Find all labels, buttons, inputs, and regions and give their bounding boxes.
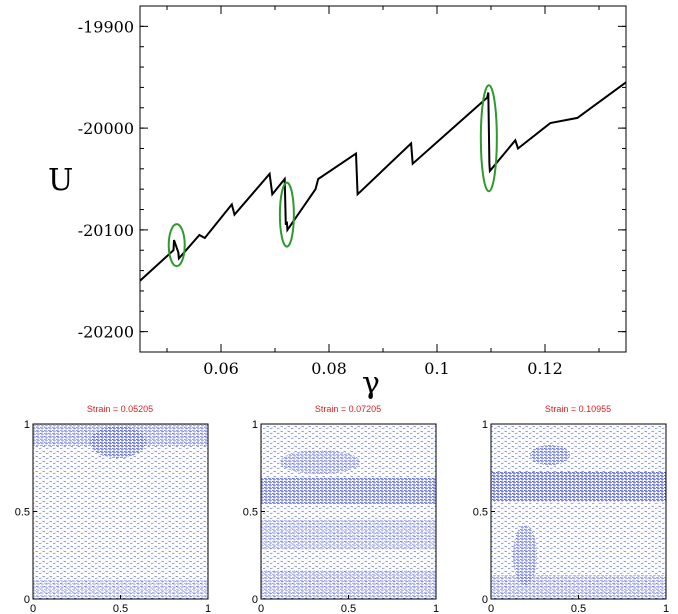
- snapshot-y-tick-label: 1: [252, 419, 258, 431]
- snapshot-x-tick-label: 1: [433, 603, 439, 614]
- axis-ticks: [140, 6, 626, 352]
- snapshot-title: Strain = 0.07205: [315, 404, 381, 414]
- x-tick-label: 0.12: [527, 359, 563, 378]
- snapshot-x-tick-label: 0.5: [113, 603, 128, 614]
- y-axis-title: U: [48, 163, 73, 198]
- snapshot-dense-band: [261, 478, 436, 504]
- series-line-energy: [140, 82, 626, 280]
- snapshot-dense-region: [280, 450, 360, 474]
- snapshot-y-tick-label: 0: [24, 594, 30, 606]
- x-tick-label: 0.08: [311, 359, 347, 378]
- snapshot-y-tick-label: 0.5: [473, 507, 488, 519]
- snapshot-dense-region: [530, 445, 570, 465]
- x-tick-label: 0.1: [424, 359, 449, 378]
- snapshot-dense-band: [261, 570, 436, 598]
- snapshot-panel-3: Strain = 0.10955: [491, 404, 666, 599]
- snapshot-panel-1: Strain = 0.05205: [33, 404, 208, 599]
- snapshot-y-tick-label: 0.5: [15, 507, 30, 519]
- x-tick-label: 0.06: [203, 359, 239, 378]
- x-axis-title: γ: [362, 366, 380, 401]
- snapshot-x-tick-label: 1: [205, 603, 211, 614]
- snapshot-title: Strain = 0.05205: [87, 404, 153, 414]
- snapshot-x-tick-label: 1: [663, 603, 669, 614]
- y-tick-label: -20200: [78, 323, 134, 342]
- snapshot-dense-region: [90, 426, 146, 458]
- snapshot-dense-band: [491, 575, 666, 598]
- axis-tick-labels: 0.06 0.08 0.1 0.12 -19900 -20000 -20100 -20200: [78, 17, 563, 378]
- snapshot-y-tick-label: 0: [482, 594, 488, 606]
- snapshot-dense-band: [491, 472, 666, 502]
- y-tick-label: -20000: [78, 119, 134, 138]
- highlight-ellipse: [280, 183, 294, 247]
- snapshot-x-tick-label: 0: [258, 603, 264, 614]
- snapshot-x-tick-label: 0: [488, 603, 494, 614]
- snapshot-y-tick-label: 1: [482, 419, 488, 431]
- highlight-ellipses: [169, 85, 497, 266]
- snapshot-panel-2: Strain = 0.07205: [261, 404, 436, 599]
- snapshot-x-tick-label: 0: [30, 603, 36, 614]
- snapshot-y-tick-label: 1: [24, 419, 30, 431]
- y-tick-label: -20100: [78, 221, 134, 240]
- snapshot-y-tick-label: 0.5: [243, 507, 258, 519]
- plot-frame: [140, 6, 626, 352]
- snapshot-dense-band: [261, 520, 436, 550]
- snapshot-x-tick-label: 0.5: [341, 603, 356, 614]
- y-tick-label: -19900: [78, 17, 134, 36]
- snapshot-title: Strain = 0.10955: [545, 404, 611, 414]
- snapshot-x-tick-label: 0.5: [571, 603, 586, 614]
- snapshot-y-tick-label: 0: [252, 594, 258, 606]
